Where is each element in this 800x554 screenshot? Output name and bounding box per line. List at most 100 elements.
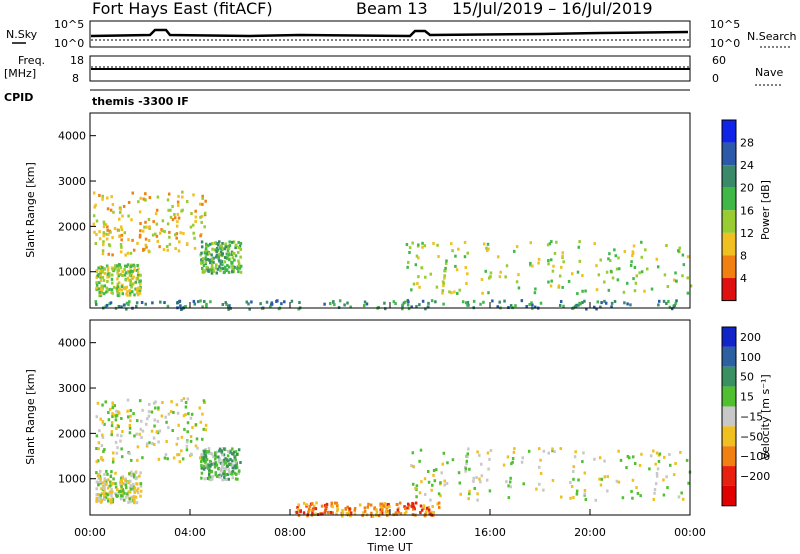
- power-data-cell: [218, 265, 221, 269]
- power-data-cell: [102, 234, 105, 238]
- velocity-data-cell: [130, 474, 133, 478]
- power-data-cell: [217, 240, 221, 244]
- velocity-data-cell: [203, 449, 206, 453]
- velocity-data-cell: [652, 497, 656, 501]
- power-data-cell: [192, 299, 196, 303]
- power-data-cell: [106, 225, 109, 229]
- power-data-cell: [686, 255, 690, 259]
- power-data-cell: [184, 304, 187, 308]
- power-data-cell: [125, 307, 128, 311]
- power-data-cell: [117, 274, 121, 278]
- power-data-cell: [95, 219, 99, 223]
- power-data-cell: [204, 256, 208, 260]
- velocity-data-cell: [101, 435, 105, 439]
- velocity-colorbar-segment: [722, 485, 736, 506]
- power-data-cell: [155, 222, 159, 226]
- velocity-data-cell: [117, 489, 121, 493]
- velocity-data-cell: [296, 508, 300, 512]
- velocity-data-cell: [131, 496, 135, 500]
- velocity-data-cell: [306, 512, 310, 516]
- power-data-cell: [595, 307, 598, 311]
- velocity-data-cell: [331, 505, 334, 509]
- power-data-cell: [215, 253, 219, 257]
- velocity-data-cell: [103, 492, 106, 496]
- velocity-data-cell: [599, 483, 603, 487]
- power-data-cell: [231, 240, 234, 244]
- velocity-data-cell: [132, 412, 135, 416]
- velocity-data-cell: [200, 460, 203, 464]
- velocity-data-cell: [429, 510, 433, 514]
- time-tick-label: 04:00: [174, 526, 206, 539]
- power-data-cell: [530, 301, 533, 305]
- velocity-data-cell: [127, 481, 131, 485]
- velocity-data-cell: [201, 412, 204, 416]
- power-data-cell: [127, 214, 130, 218]
- velocity-colorbar-segment: [722, 446, 736, 467]
- velocity-data-cell: [418, 491, 422, 495]
- power-data-cell: [125, 301, 129, 305]
- velocity-data-cell: [213, 457, 217, 461]
- velocity-data-cell: [110, 487, 113, 491]
- velocity-data-cell: [464, 467, 468, 471]
- velocity-data-cell: [95, 480, 99, 484]
- power-data-cell: [219, 246, 222, 250]
- velocity-data-cell: [424, 510, 428, 514]
- velocity-data-cell: [367, 502, 370, 506]
- power-ytick-label: 2000: [58, 220, 86, 233]
- power-data-cell: [110, 277, 114, 281]
- power-data-cell: [577, 303, 580, 307]
- power-data-cell: [640, 255, 643, 259]
- velocity-data-cell: [110, 421, 114, 425]
- power-data-cell: [99, 293, 103, 297]
- power-data-cell: [512, 249, 516, 253]
- velocity-data-cell: [104, 496, 108, 500]
- power-data-cell: [155, 208, 159, 212]
- velocity-data-cell: [96, 401, 100, 405]
- power-data-cell: [499, 270, 502, 274]
- velocity-data-cell: [302, 511, 306, 515]
- power-data-cell: [118, 217, 121, 221]
- velocity-data-cell: [213, 451, 217, 455]
- power-data-cell: [201, 257, 205, 261]
- power-data-cell: [674, 271, 677, 275]
- velocity-data-cell: [648, 467, 651, 471]
- power-data-cell: [114, 264, 117, 268]
- power-data-cell: [124, 253, 127, 257]
- power-data-cell: [112, 210, 115, 214]
- power-data-cell: [498, 300, 501, 304]
- power-data-cell: [208, 242, 212, 246]
- power-colorbar-segment: [722, 187, 736, 211]
- power-data-cell: [158, 245, 161, 249]
- velocity-colorbar-segment: [722, 406, 736, 427]
- power-data-cell: [333, 303, 336, 307]
- power-data-cell: [106, 207, 110, 211]
- velocity-data-cell: [476, 450, 479, 454]
- velocity-data-cell: [451, 458, 455, 462]
- velocity-data-cell: [107, 497, 110, 501]
- power-data-cell: [102, 278, 106, 282]
- velocity-data-cell: [658, 452, 662, 456]
- power-data-cell: [576, 292, 579, 296]
- power-data-cell: [408, 246, 412, 250]
- power-data-cell: [607, 288, 611, 292]
- power-data-cell: [444, 269, 447, 273]
- velocity-data-cell: [502, 463, 506, 467]
- velocity-data-cell: [419, 504, 423, 508]
- power-data-cell: [406, 265, 409, 269]
- velocity-data-cell: [443, 479, 446, 483]
- velocity-data-cell: [97, 496, 101, 500]
- power-colorbar-segment: [722, 278, 736, 301]
- power-data-cell: [171, 218, 175, 222]
- velocity-data-cell: [139, 427, 142, 431]
- power-data-cell: [106, 266, 110, 270]
- velocity-data-cell: [115, 451, 119, 455]
- velocity-data-cell: [382, 504, 385, 508]
- power-data-cell: [432, 241, 435, 245]
- power-data-cell: [166, 198, 170, 202]
- velocity-data-cell: [182, 414, 186, 418]
- velocity-data-cell: [141, 456, 144, 460]
- power-data-cell: [198, 202, 202, 206]
- velocity-data-cell: [95, 493, 99, 497]
- velocity-data-cell: [176, 436, 180, 440]
